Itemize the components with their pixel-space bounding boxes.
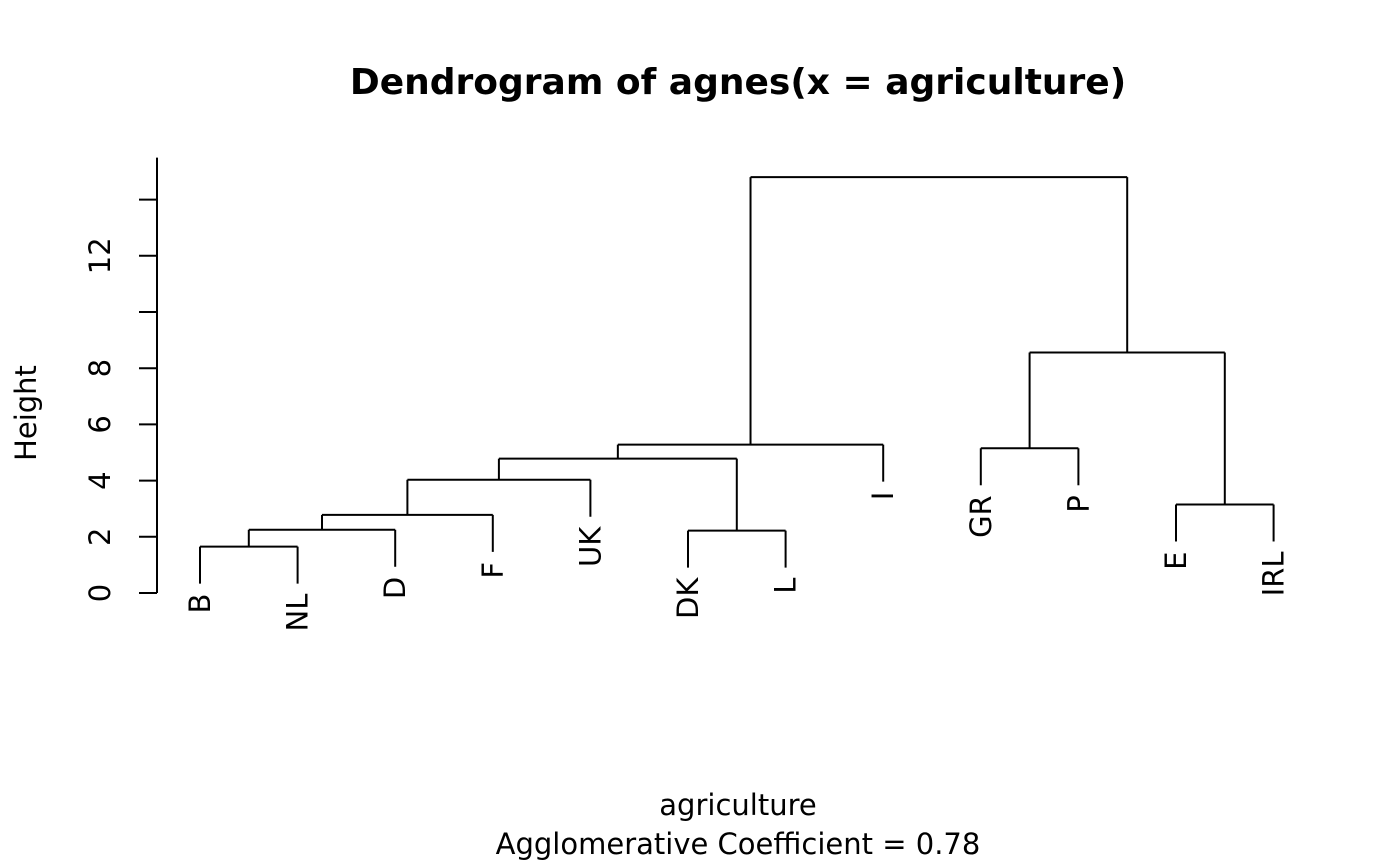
leaf-label: NL [281,594,315,632]
y-tick-label: 6 [83,415,117,433]
y-tick-label: 0 [83,584,117,602]
leaf-label: GR [964,495,998,538]
leaf-label: UK [573,526,607,567]
agglomerative-coefficient: Agglomerative Coefficient = 0.78 [496,827,981,861]
leaf-labels: B NL D F UK DK L I GR P E IRL [183,492,1291,632]
leaf-label: IRL [1257,551,1291,596]
x-axis-label: agriculture [659,788,816,822]
leaf-label: E [1159,551,1193,569]
y-tick-label: 12 [83,237,117,274]
leaf-label: L [769,578,803,594]
leaf-label: I [866,492,900,501]
y-tick-label: 2 [83,528,117,546]
y-axis-label: Height [9,365,43,461]
leaf-label: B [183,594,217,614]
chart-title: Dendrogram of agnes(x = agriculture) [350,62,1126,103]
y-tick-label: 8 [83,359,117,377]
y-axis: 0 2 4 6 8 12 [83,157,158,602]
dendrogram-tree [199,176,1275,584]
y-tick-label: 4 [83,471,117,489]
leaf-label: F [476,562,510,579]
leaf-label: D [378,577,412,599]
leaf-label: P [1061,495,1095,513]
leaf-label: DK [671,577,705,619]
